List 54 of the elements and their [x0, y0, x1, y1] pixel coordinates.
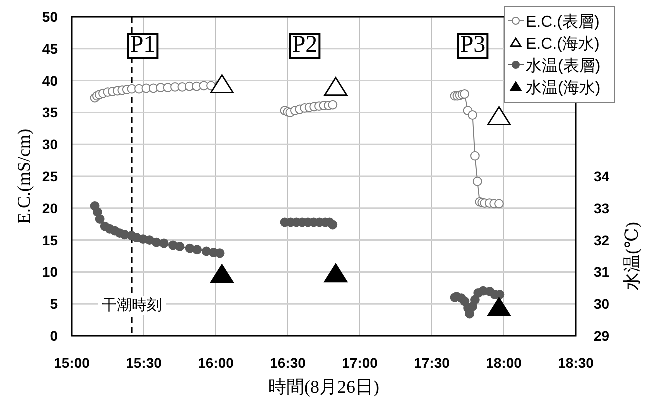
x-axis-title: 時間(8月26日)	[268, 377, 380, 397]
point	[468, 110, 478, 120]
y-tick-label: 35	[42, 104, 58, 121]
x-tick-label: 17:30	[414, 355, 450, 371]
point	[470, 151, 480, 161]
y2-axis-title: 水温(℃)	[622, 222, 642, 290]
x-tick-label: 16:30	[270, 355, 306, 371]
x-tick-label: 15:30	[126, 355, 162, 371]
y-tick-label: 25	[42, 168, 58, 184]
y-axis-title: E.C.(mS/cm)	[14, 129, 34, 224]
y2-tick-label: 30	[594, 296, 610, 312]
point	[488, 298, 511, 316]
x-tick-label: 17:00	[342, 355, 378, 371]
point	[95, 214, 105, 224]
x-tick-label: 15:00	[54, 355, 90, 371]
y-tick-label: 5	[50, 296, 58, 312]
annotation: P1	[127, 32, 159, 59]
point	[324, 264, 348, 283]
point	[472, 176, 482, 186]
legend-label: 水温(表層)	[526, 57, 601, 75]
point	[210, 74, 234, 94]
legend-label: 水温(海水)	[526, 79, 601, 97]
point	[328, 100, 338, 110]
y-tick-label: 0	[50, 328, 58, 344]
x-tick-label: 18:30	[558, 355, 594, 371]
point	[210, 264, 234, 284]
x-tick-label: 16:00	[198, 355, 234, 371]
point	[159, 238, 169, 248]
ref-line-label: 干潮時刻	[102, 297, 162, 314]
y2-tick-label: 34	[594, 168, 610, 184]
point	[215, 248, 225, 258]
point	[324, 77, 348, 96]
point	[328, 220, 338, 230]
y-tick-label: 15	[42, 232, 58, 248]
point	[494, 199, 504, 209]
point	[175, 242, 185, 252]
y-tick-label: 30	[42, 136, 58, 153]
y-tick-label: 50	[42, 9, 58, 25]
y-tick-label: 10	[42, 264, 58, 280]
legend-label: E.C.(海水)	[526, 35, 600, 53]
y-tick-label: 45	[42, 40, 58, 57]
y2-tick-label: 32	[594, 232, 610, 248]
x-tick-label: 18:00	[486, 355, 522, 371]
y2-tick-label: 29	[594, 328, 610, 344]
y-tick-label: 40	[42, 72, 58, 89]
annotation: P2	[289, 32, 321, 59]
y2-tick-label: 31	[594, 264, 610, 280]
annotation: P3	[457, 32, 489, 59]
point	[488, 106, 511, 126]
y-tick-label: 20	[42, 200, 58, 216]
point	[460, 90, 470, 99]
y2-tick-label: 33	[594, 200, 610, 216]
legend-label: E.C.(表層)	[526, 13, 600, 31]
point	[192, 245, 202, 255]
